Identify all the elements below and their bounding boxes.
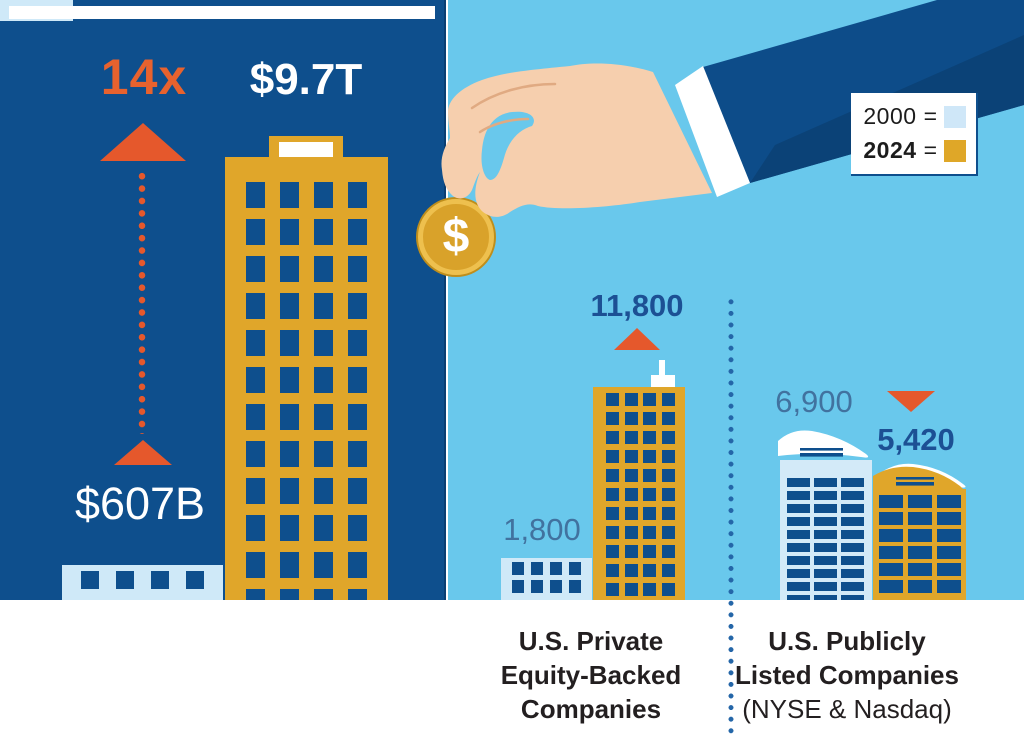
- label-line: Listed Companies: [735, 660, 959, 690]
- building-listed-2000-roof: [778, 430, 869, 461]
- building-aum-2024: [225, 157, 388, 600]
- legend-year-2024: 2024: [863, 137, 917, 163]
- multiplier-label: 14x: [100, 49, 188, 105]
- legend-swatch-2000: [944, 105, 966, 128]
- down-trend-icon: [887, 391, 935, 412]
- building-2024-roof: [269, 136, 343, 157]
- coin-icon: $: [418, 199, 494, 275]
- building-listed-2024-roof: [873, 463, 966, 490]
- building-windows: [512, 562, 581, 593]
- building-listed-2024: [873, 489, 966, 600]
- listed-2024-value: 5,420: [877, 422, 955, 457]
- label-line: U.S. Publicly: [768, 626, 926, 656]
- dollar-sign-icon: $: [442, 210, 470, 263]
- building-aum-2000: [62, 565, 223, 600]
- pe-backed-2000-value: 1,800: [503, 512, 581, 547]
- footer: Private Equity AUM Source: Preqin, McKin…: [0, 600, 1024, 756]
- building-chimney: [651, 375, 675, 387]
- label-line: Equity-Backed: [500, 660, 682, 690]
- building-listed-2000: [780, 460, 872, 600]
- legend-year-2000: 2000: [863, 103, 917, 129]
- building-windows: [787, 478, 864, 600]
- panel-private-equity-aum: 14x $9.7T $607B: [0, 0, 446, 600]
- building-windows: [879, 495, 961, 593]
- label-publicly-listed-companies: U.S. Publicly Listed Companies (NYSE & N…: [716, 624, 978, 726]
- dotted-growth-line: [138, 170, 146, 434]
- legend-equals: =: [923, 103, 937, 129]
- growth-arrow-base-icon: [114, 440, 172, 465]
- building-antenna: [659, 360, 665, 375]
- legend-swatch-2024: [944, 139, 966, 162]
- label-line: (NYSE & Nasdaq): [742, 694, 952, 724]
- label-line: U.S. Private: [518, 626, 664, 656]
- label-line: Companies: [520, 694, 662, 724]
- label-pe-backed-companies: U.S. Private Equity-Backed Companies: [460, 624, 722, 726]
- building-windows: [81, 571, 204, 589]
- listed-2000-value: 6,900: [775, 384, 853, 419]
- legend-row-2000: 2000 =: [861, 103, 966, 130]
- growth-arrow-up-icon: [100, 123, 186, 161]
- aum-2000-value: $607B: [74, 478, 206, 529]
- up-trend-icon: [614, 328, 660, 350]
- building-aum-2000-upper: [0, 0, 435, 21]
- building-windows: [606, 393, 675, 600]
- legend-equals: =: [923, 137, 937, 163]
- legend-row-2024: 2024 =: [861, 137, 966, 164]
- building-2024-roof-stripe: [279, 142, 333, 157]
- building-2000-band: [9, 6, 435, 19]
- section-divider-dotted: [728, 296, 734, 737]
- building-pe-backed-2000: [501, 558, 592, 600]
- pe-backed-2024-value: 11,800: [590, 288, 684, 323]
- building-pe-backed-2024: [593, 387, 685, 600]
- building-windows: [246, 182, 367, 600]
- legend: 2000 = 2024 =: [851, 93, 978, 176]
- aum-2024-value: $9.7T: [249, 55, 363, 104]
